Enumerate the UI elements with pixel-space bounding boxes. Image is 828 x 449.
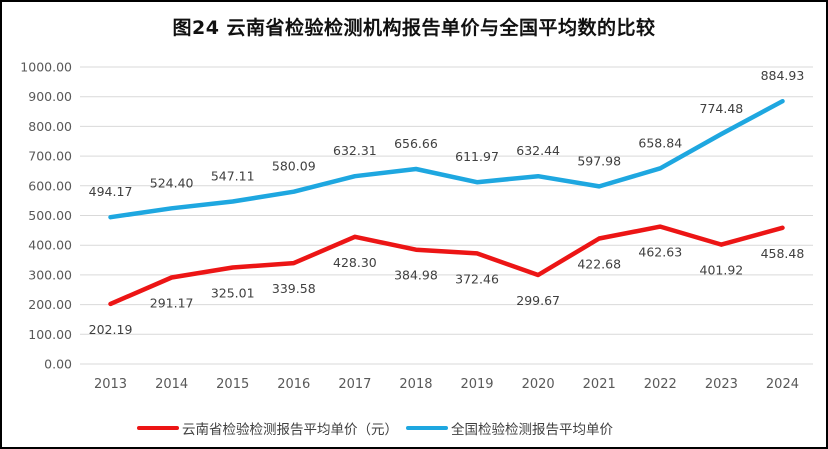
y-axis-tick-label: 700.00: [28, 149, 72, 164]
series-line-yunnan: [108, 224, 785, 307]
x-axis-tick-label: 2018: [399, 377, 432, 392]
data-label: 372.46: [455, 271, 499, 286]
data-label: 611.97: [455, 149, 499, 164]
legend-item-national: 全国检验检测报告平均单价: [406, 418, 613, 438]
data-label: 291.17: [150, 296, 194, 311]
data-label: 884.93: [761, 68, 805, 83]
y-axis-tick-label: 400.00: [28, 238, 72, 253]
data-label: 384.98: [394, 268, 438, 283]
data-label: 580.09: [272, 159, 316, 174]
x-axis-tick-label: 2016: [277, 377, 310, 392]
x-axis-tick-label: 2021: [583, 377, 616, 392]
data-label: 632.31: [333, 143, 377, 158]
data-label: 422.68: [577, 256, 621, 271]
y-axis-tick-label: 900.00: [28, 89, 72, 104]
y-axis-tick-label: 600.00: [28, 178, 72, 193]
y-axis-tick-label: 500.00: [28, 208, 72, 223]
x-axis-tick-label: 2013: [94, 377, 127, 392]
x-axis-tick-label: 2017: [338, 377, 371, 392]
data-label: 339.58: [272, 281, 316, 296]
chart-title: 图24 云南省检验检测机构报告单价与全国平均数的比较: [172, 17, 656, 39]
series-line-national: [108, 98, 785, 220]
data-label: 547.11: [211, 169, 255, 184]
legend-label-yunnan: 云南省检验检测报告平均单价（元）: [182, 422, 398, 438]
y-axis-tick-label: 300.00: [28, 267, 72, 282]
data-label: 299.67: [516, 293, 560, 308]
data-label: 632.44: [516, 143, 560, 158]
chart-legend: 云南省检验检测报告平均单价（元） 全国检验检测报告平均单价: [2, 416, 787, 440]
data-label: 401.92: [700, 263, 744, 278]
x-axis-tick-label: 2014: [155, 377, 188, 392]
x-axis-tick-label: 2020: [522, 377, 555, 392]
data-label: 524.40: [150, 175, 194, 190]
x-axis-tick-label: 2022: [644, 377, 677, 392]
x-axis-tick-label: 2024: [766, 377, 799, 392]
data-label: 597.98: [577, 153, 621, 168]
data-label: 428.30: [333, 255, 377, 270]
data-label: 656.66: [394, 136, 438, 151]
y-axis-tick-label: 100.00: [28, 327, 72, 342]
data-label: 658.84: [638, 135, 682, 150]
x-axis-tick-label: 2019: [460, 377, 493, 392]
y-axis-tick-label: 0.00: [44, 357, 72, 372]
national-line-swatch-icon: [406, 425, 448, 431]
data-label: 462.63: [638, 245, 682, 260]
legend-item-yunnan: 云南省检验检测报告平均单价（元）: [137, 418, 398, 438]
data-label: 325.01: [211, 285, 255, 300]
y-axis-tick-label: 1000.00: [20, 60, 72, 75]
data-label: 494.17: [89, 184, 133, 199]
x-axis-tick-label: 2015: [216, 377, 249, 392]
data-label: 774.48: [700, 101, 744, 116]
data-label: 202.19: [89, 322, 133, 337]
y-axis-tick-label: 200.00: [28, 297, 72, 312]
yunnan-line-swatch-icon: [137, 425, 179, 431]
x-axis-tick-label: 2023: [705, 377, 738, 392]
legend-label-national: 全国检验检测报告平均单价: [451, 422, 613, 438]
y-axis-tick-label: 800.00: [28, 119, 72, 134]
data-label: 458.48: [761, 246, 805, 261]
